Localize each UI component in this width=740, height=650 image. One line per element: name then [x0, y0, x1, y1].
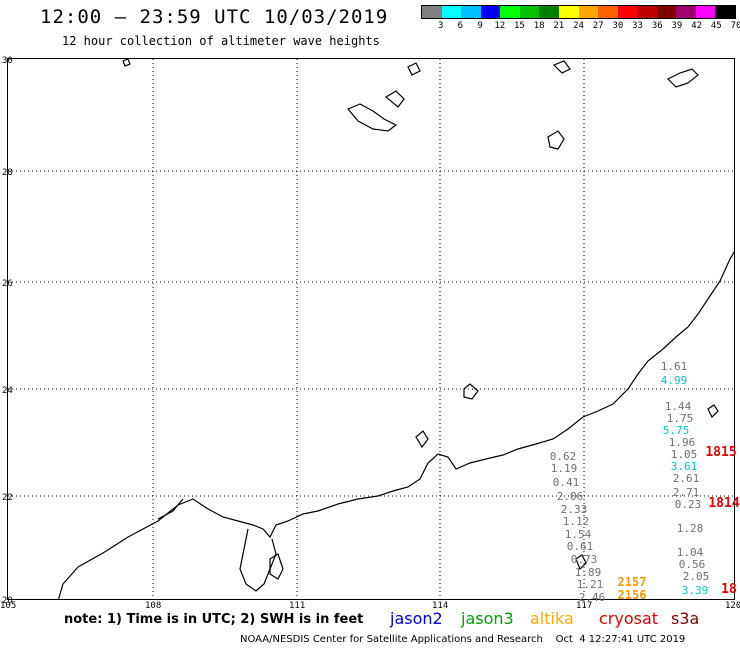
mission-label: jason2	[390, 609, 443, 628]
wave-height-value: 2.05	[682, 570, 710, 583]
pass-time-label: 1815	[705, 445, 737, 460]
wave-height-value: 2.06	[556, 490, 584, 503]
wave-height-value: 2.61	[672, 472, 700, 485]
longitude-label: 108	[145, 601, 162, 611]
legend-swatch	[500, 6, 520, 18]
legend-swatch	[637, 6, 657, 18]
legend-swatch	[441, 6, 462, 18]
legend-swatch	[695, 6, 716, 18]
longitude-label: 120	[725, 601, 740, 611]
legend-label: 36	[651, 21, 663, 31]
legend-swatch	[461, 6, 481, 18]
legend-label: 39	[671, 21, 683, 31]
pass-time-label: 18	[721, 582, 737, 597]
longitude-label: 114	[432, 601, 449, 611]
legend-swatch	[676, 6, 696, 18]
latitude-label: 24	[2, 386, 13, 396]
wave-height-value: 1.05	[670, 448, 698, 461]
pass-time-label: 2157	[617, 575, 647, 589]
legend-label: 30	[612, 21, 624, 31]
wave-height-value: 1.75	[666, 412, 694, 425]
legend-label: 24	[573, 21, 584, 31]
legend-label: 42	[691, 21, 703, 31]
wave-height-value: 1.28	[676, 522, 704, 535]
wave-height-value: 1.44	[664, 400, 692, 413]
legend-label: 6	[457, 21, 464, 31]
gridlines	[8, 59, 734, 599]
footer-note: note: 1) Time is in UTC; 2) SWH is in fe…	[64, 612, 364, 627]
wave-height-value: 0.73	[570, 553, 598, 566]
wave-height-value: 0.61	[566, 540, 594, 553]
wave-height-value: 1.54	[564, 528, 592, 541]
legend-swatch	[715, 6, 735, 18]
legend-label: 18	[533, 21, 545, 31]
longitude-label: 117	[576, 601, 593, 611]
latitude-label: 30	[2, 56, 13, 66]
legend-label: 15	[514, 21, 525, 31]
legend-swatch	[519, 6, 540, 18]
legend-swatch	[558, 6, 579, 18]
legend-label: 9	[477, 21, 483, 31]
wave-height-value: 1.12	[562, 515, 590, 528]
legend-swatch	[578, 6, 599, 18]
latitude-label: 26	[2, 279, 13, 289]
wave-height-value: 3.39	[681, 584, 709, 597]
wave-height-value: 3.61	[670, 460, 698, 473]
legend-label: 27	[592, 21, 604, 31]
wave-height-value: 2.71	[672, 486, 700, 499]
legend-swatch	[656, 6, 677, 18]
legend-label: 45	[710, 21, 722, 31]
legend-swatch	[422, 6, 442, 18]
wave-height-value: 0.62	[549, 450, 577, 463]
mission-label: jason3	[461, 609, 514, 628]
mission-label: cryosat	[599, 609, 659, 628]
wave-height-value: 2.33	[560, 503, 588, 516]
wave-height-value: 1.89	[574, 566, 602, 579]
legend-swatch	[598, 6, 618, 18]
wave-height-value: 2.46	[578, 591, 606, 604]
pass-time-label: 2156	[617, 588, 647, 602]
legend-label: 3	[437, 21, 444, 31]
longitude-label: 105	[0, 601, 17, 611]
wave-height-value: 1.96	[668, 436, 696, 449]
wave-height-value: 0.56	[678, 558, 706, 571]
mission-label: s3a	[671, 609, 700, 628]
wave-height-value: 1.04	[676, 546, 704, 559]
map-canvas	[8, 59, 734, 599]
wave-height-value: 1.61	[660, 360, 688, 373]
legend-swatch	[480, 6, 501, 18]
chart-subtitle: 12 hour collection of altimeter wave hei…	[62, 34, 380, 48]
latitude-label: 28	[2, 168, 13, 178]
pass-time-label: 1814	[708, 496, 740, 511]
latitude-label: 20	[2, 596, 13, 606]
wave-height-value: 0.41	[552, 476, 580, 489]
legend-label: 12	[494, 21, 506, 31]
chart-title: 12:00 – 23:59 UTC 10/03/2019	[40, 6, 389, 28]
coastline	[57, 59, 734, 599]
mission-label: altika	[530, 609, 574, 628]
legend-label: 70	[730, 21, 740, 31]
legend-swatch	[539, 6, 559, 18]
footer-credit: NOAA/NESDIS Center for Satellite Applica…	[240, 634, 686, 645]
wave-height-value: 5.75	[662, 424, 690, 437]
legend-label: 33	[632, 21, 643, 31]
wave-height-value: 4.99	[660, 374, 688, 387]
legend-label: 21	[553, 21, 565, 31]
wave-height-value: 1.19	[550, 462, 578, 475]
wave-height-value: 1.21	[576, 578, 604, 591]
map-area	[7, 58, 735, 600]
longitude-label: 111	[289, 601, 306, 611]
wave-height-value: 0.23	[674, 498, 702, 511]
color-legend	[421, 5, 736, 19]
latitude-label: 22	[2, 493, 13, 503]
legend-swatch	[617, 6, 638, 18]
